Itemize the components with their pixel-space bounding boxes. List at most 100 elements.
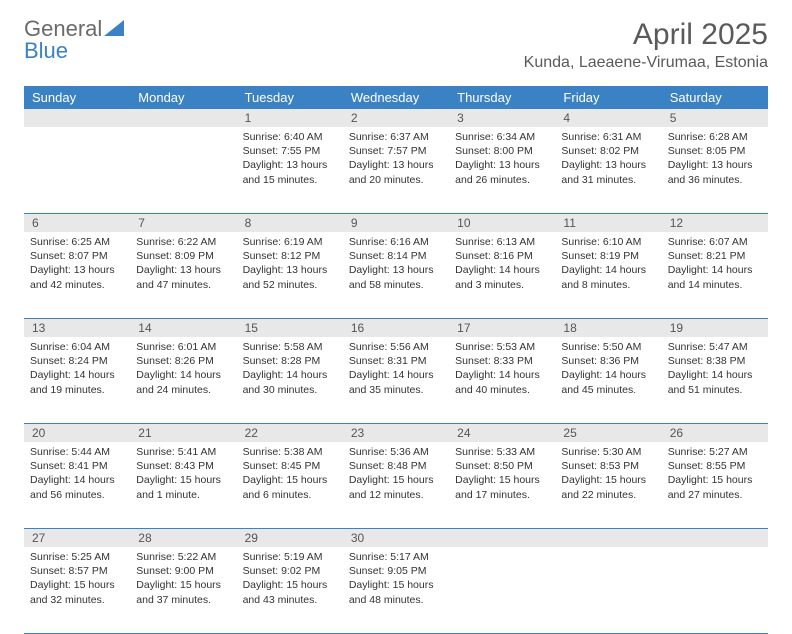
day-day1: Daylight: 14 hours — [561, 368, 655, 382]
day-day2: and 22 minutes. — [561, 488, 655, 502]
day-sunset: Sunset: 8:38 PM — [668, 354, 762, 368]
dayname-row: Sunday Monday Tuesday Wednesday Thursday… — [24, 86, 768, 109]
daynum: 15 — [237, 319, 343, 337]
day-day2: and 56 minutes. — [30, 488, 124, 502]
daynum — [662, 529, 768, 547]
logo: General Blue — [24, 18, 124, 62]
day-sunset: Sunset: 9:05 PM — [349, 564, 443, 578]
day-day1: Daylight: 15 hours — [136, 473, 230, 487]
day-day1: Daylight: 13 hours — [30, 263, 124, 277]
day-cell: Sunrise: 5:25 AMSunset: 8:57 PMDaylight:… — [24, 547, 130, 633]
day-sunrise: Sunrise: 6:40 AM — [243, 130, 337, 144]
day-cell: Sunrise: 6:40 AMSunset: 7:55 PMDaylight:… — [237, 127, 343, 213]
calendar: Sunday Monday Tuesday Wednesday Thursday… — [24, 86, 768, 634]
day-cell: Sunrise: 5:41 AMSunset: 8:43 PMDaylight:… — [130, 442, 236, 528]
day-sunrise: Sunrise: 6:37 AM — [349, 130, 443, 144]
day-sunrise: Sunrise: 5:30 AM — [561, 445, 655, 459]
day-day2: and 31 minutes. — [561, 173, 655, 187]
day-day2: and 1 minute. — [136, 488, 230, 502]
day-sunset: Sunset: 8:41 PM — [30, 459, 124, 473]
day-day2: and 19 minutes. — [30, 383, 124, 397]
day-sunrise: Sunrise: 6:22 AM — [136, 235, 230, 249]
daynum: 27 — [24, 529, 130, 547]
dayname: Sunday — [24, 86, 130, 109]
week-row: Sunrise: 5:25 AMSunset: 8:57 PMDaylight:… — [24, 547, 768, 634]
day-sunrise: Sunrise: 5:56 AM — [349, 340, 443, 354]
day-sunrise: Sunrise: 6:16 AM — [349, 235, 443, 249]
day-day1: Daylight: 14 hours — [349, 368, 443, 382]
daynum: 6 — [24, 214, 130, 232]
day-day1: Daylight: 13 hours — [243, 158, 337, 172]
day-sunset: Sunset: 8:16 PM — [455, 249, 549, 263]
day-cell: Sunrise: 6:04 AMSunset: 8:24 PMDaylight:… — [24, 337, 130, 423]
day-sunset: Sunset: 9:02 PM — [243, 564, 337, 578]
day-day1: Daylight: 15 hours — [455, 473, 549, 487]
day-day2: and 40 minutes. — [455, 383, 549, 397]
day-sunset: Sunset: 8:09 PM — [136, 249, 230, 263]
daynum: 2 — [343, 109, 449, 127]
day-cell: Sunrise: 5:44 AMSunset: 8:41 PMDaylight:… — [24, 442, 130, 528]
day-day1: Daylight: 15 hours — [136, 578, 230, 592]
dayname: Wednesday — [343, 86, 449, 109]
day-day2: and 3 minutes. — [455, 278, 549, 292]
day-sunset: Sunset: 8:00 PM — [455, 144, 549, 158]
day-cell: Sunrise: 5:58 AMSunset: 8:28 PMDaylight:… — [237, 337, 343, 423]
daynum: 8 — [237, 214, 343, 232]
day-day2: and 30 minutes. — [243, 383, 337, 397]
day-sunset: Sunset: 8:36 PM — [561, 354, 655, 368]
day-day2: and 37 minutes. — [136, 593, 230, 607]
day-sunset: Sunset: 8:26 PM — [136, 354, 230, 368]
day-sunrise: Sunrise: 5:50 AM — [561, 340, 655, 354]
day-cell — [130, 127, 236, 213]
day-sunrise: Sunrise: 6:10 AM — [561, 235, 655, 249]
day-cell: Sunrise: 6:28 AMSunset: 8:05 PMDaylight:… — [662, 127, 768, 213]
day-cell: Sunrise: 5:19 AMSunset: 9:02 PMDaylight:… — [237, 547, 343, 633]
daynum — [130, 109, 236, 127]
day-day1: Daylight: 14 hours — [136, 368, 230, 382]
day-sunrise: Sunrise: 5:38 AM — [243, 445, 337, 459]
logo-sail-icon — [104, 18, 124, 40]
day-sunrise: Sunrise: 5:41 AM — [136, 445, 230, 459]
day-day1: Daylight: 14 hours — [561, 263, 655, 277]
day-sunrise: Sunrise: 5:58 AM — [243, 340, 337, 354]
day-day2: and 51 minutes. — [668, 383, 762, 397]
month-title: April 2025 — [524, 18, 768, 52]
day-cell: Sunrise: 6:16 AMSunset: 8:14 PMDaylight:… — [343, 232, 449, 318]
day-day2: and 8 minutes. — [561, 278, 655, 292]
day-cell: Sunrise: 5:50 AMSunset: 8:36 PMDaylight:… — [555, 337, 661, 423]
daynum: 25 — [555, 424, 661, 442]
day-day1: Daylight: 15 hours — [30, 578, 124, 592]
day-sunrise: Sunrise: 5:36 AM — [349, 445, 443, 459]
dayname: Tuesday — [237, 86, 343, 109]
daynum — [24, 109, 130, 127]
daynum: 30 — [343, 529, 449, 547]
daynum: 14 — [130, 319, 236, 337]
week-row: Sunrise: 6:04 AMSunset: 8:24 PMDaylight:… — [24, 337, 768, 424]
daynum: 3 — [449, 109, 555, 127]
day-sunset: Sunset: 8:53 PM — [561, 459, 655, 473]
day-day2: and 24 minutes. — [136, 383, 230, 397]
title-block: April 2025 Kunda, Laeaene-Virumaa, Eston… — [524, 18, 768, 72]
day-day1: Daylight: 13 hours — [349, 158, 443, 172]
day-sunrise: Sunrise: 6:01 AM — [136, 340, 230, 354]
day-cell — [449, 547, 555, 633]
day-day2: and 45 minutes. — [561, 383, 655, 397]
daynum: 22 — [237, 424, 343, 442]
daynum-row: 20212223242526 — [24, 424, 768, 442]
day-sunset: Sunset: 8:50 PM — [455, 459, 549, 473]
daynum — [555, 529, 661, 547]
daynum: 21 — [130, 424, 236, 442]
day-cell: Sunrise: 5:33 AMSunset: 8:50 PMDaylight:… — [449, 442, 555, 528]
day-cell: Sunrise: 6:37 AMSunset: 7:57 PMDaylight:… — [343, 127, 449, 213]
dayname: Monday — [130, 86, 236, 109]
day-sunset: Sunset: 8:28 PM — [243, 354, 337, 368]
day-day1: Daylight: 14 hours — [30, 368, 124, 382]
daynum: 4 — [555, 109, 661, 127]
day-cell: Sunrise: 6:01 AMSunset: 8:26 PMDaylight:… — [130, 337, 236, 423]
day-cell: Sunrise: 6:22 AMSunset: 8:09 PMDaylight:… — [130, 232, 236, 318]
day-sunrise: Sunrise: 6:34 AM — [455, 130, 549, 144]
day-day1: Daylight: 14 hours — [668, 263, 762, 277]
day-day2: and 15 minutes. — [243, 173, 337, 187]
day-day2: and 42 minutes. — [30, 278, 124, 292]
dayname: Saturday — [662, 86, 768, 109]
